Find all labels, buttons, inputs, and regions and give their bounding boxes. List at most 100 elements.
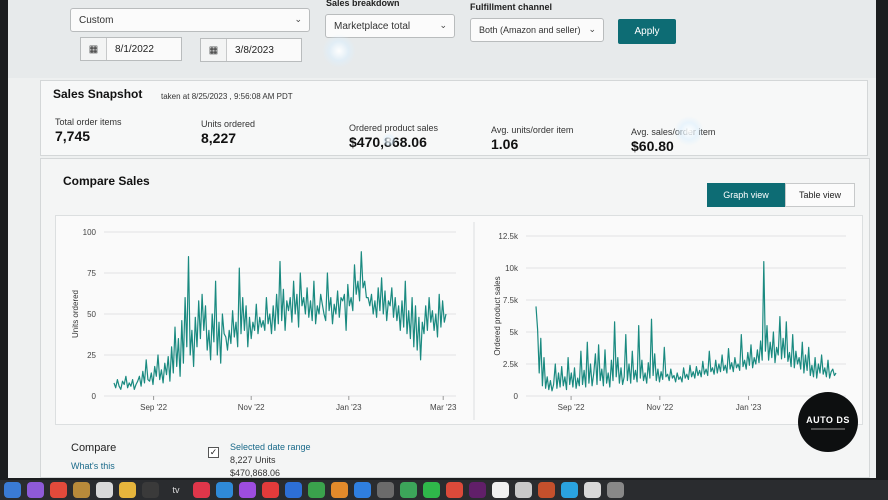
slack-icon[interactable]: [469, 482, 486, 498]
metric-label: Avg. sales/order item: [631, 127, 716, 137]
notes-icon[interactable]: [73, 482, 90, 498]
calendar-app-icon[interactable]: [50, 482, 67, 498]
notion-icon[interactable]: [492, 482, 509, 498]
date-preset-select[interactable]: Custom ⌄: [70, 8, 310, 32]
x-tick-label: Jan '23: [336, 403, 362, 412]
y-tick-label: 7.5k: [503, 296, 519, 305]
metric-avg-sales-per-order-item: Avg. sales/order item $60.80: [631, 127, 715, 154]
fulfillment-channel-select[interactable]: Both (Amazon and seller) ⌄: [470, 18, 604, 42]
selected-range-sales: $470,868.06: [230, 468, 281, 478]
snapshot-timestamp: taken at 8/25/2023 , 9:56:08 AM PDT: [161, 92, 293, 101]
y-tick-label: 50: [87, 310, 96, 319]
app-icon[interactable]: [538, 482, 555, 498]
sales-breakdown-label: Sales breakdown: [326, 0, 400, 8]
whats-this-link[interactable]: What's this: [71, 461, 115, 471]
launchpad-icon[interactable]: [27, 482, 44, 498]
screen: Custom ⌄ Sales breakdown Marketplace tot…: [8, 0, 876, 478]
apply-button[interactable]: Apply: [618, 19, 676, 44]
y-tick-label: 12.5k: [498, 232, 519, 241]
auto-ds-logo: AUTO DS: [798, 392, 858, 452]
compare-sales-title: Compare Sales: [63, 174, 150, 188]
start-date-field[interactable]: ▦ 8/1/2022: [80, 37, 182, 61]
end-date-value: 3/8/2023: [235, 45, 274, 56]
metric-label: Avg. units/order item: [491, 125, 574, 135]
y-tick-label: 10k: [505, 264, 519, 273]
fulfillment-channel-value: Both (Amazon and seller): [479, 25, 581, 35]
table-view-button[interactable]: Table view: [785, 183, 855, 207]
logo-underline: [811, 427, 845, 430]
calendar-icon[interactable]: ▦: [201, 39, 227, 61]
charts-container: 0 25 50 75 100 Units ordered Sep '22 Nov '22 Jan…: [55, 215, 863, 425]
y-tick-label: 2.5k: [503, 360, 519, 369]
x-tick-label: Mar '23: [430, 403, 457, 412]
screen-glare: [322, 34, 356, 68]
metric-label: Units ordered: [201, 119, 256, 129]
mac-dock: tv: [0, 480, 888, 500]
metric-total-order-items: Total order items 7,745: [55, 117, 122, 144]
reminders-icon[interactable]: [96, 482, 113, 498]
graph-view-button[interactable]: Graph view: [707, 183, 785, 207]
metric-units-ordered: Units ordered 8,227: [201, 119, 255, 146]
screen-glare: [382, 133, 396, 147]
metric-value: $60.80: [631, 138, 674, 154]
sales-snapshot-panel: Sales Snapshot taken at 8/25/2023 , 9:56…: [40, 80, 868, 156]
end-date-field[interactable]: ▦ 3/8/2023: [200, 38, 302, 62]
x-tick-label: Jan '23: [736, 403, 762, 412]
pages-icon[interactable]: [331, 482, 348, 498]
start-date-value: 8/1/2022: [115, 44, 154, 55]
x-tick-label: Nov '22: [238, 403, 265, 412]
system-settings-icon[interactable]: [377, 482, 394, 498]
y-tick-label: 75: [87, 269, 96, 278]
x-tick-label: Sep '22: [140, 403, 167, 412]
x-tick-label: Nov '22: [646, 403, 673, 412]
calendar-icon[interactable]: ▦: [81, 38, 107, 60]
podcasts-icon[interactable]: [239, 482, 256, 498]
selected-range-label: Selected date range: [230, 442, 311, 452]
metric-label: Total order items: [55, 117, 122, 127]
whatsapp-icon[interactable]: [423, 482, 440, 498]
music-icon[interactable]: [193, 482, 210, 498]
stickies-icon[interactable]: [119, 482, 136, 498]
apple-tv-icon[interactable]: tv: [172, 485, 180, 495]
y-tick-label: 100: [83, 228, 97, 237]
y-tick-label: 5k: [510, 328, 519, 337]
metric-value: 1.06: [491, 136, 519, 152]
sales-breakdown-select[interactable]: Marketplace total ⌄: [325, 14, 455, 38]
selected-range-units: 8,227 Units: [230, 455, 276, 465]
metric-label: Ordered product sales: [349, 123, 439, 133]
keynote-icon[interactable]: [285, 482, 302, 498]
chevron-down-icon: ⌄: [294, 14, 302, 24]
selected-range-checkbox[interactable]: ✓: [208, 447, 219, 458]
screen-glare: [674, 116, 704, 146]
metric-avg-units-per-order-item: Avg. units/order item 1.06: [491, 125, 573, 152]
app-icon[interactable]: [142, 482, 159, 498]
date-preset-value: Custom: [79, 15, 114, 26]
x-tick-label: Sep '22: [558, 403, 585, 412]
app-icon[interactable]: [400, 482, 417, 498]
filter-bar: Custom ⌄ Sales breakdown Marketplace tot…: [8, 0, 876, 78]
finder-icon[interactable]: [4, 482, 21, 498]
series-line: [535, 260, 837, 392]
app-icon[interactable]: [216, 482, 233, 498]
chrome-icon[interactable]: [446, 482, 463, 498]
y-tick-label: 0: [92, 392, 97, 401]
sales-breakdown-value: Marketplace total: [334, 21, 411, 32]
y-tick-label: 25: [87, 351, 96, 360]
app-store-icon[interactable]: [354, 482, 371, 498]
compare-sales-panel: Compare Sales Graph view Table view 0 25 5…: [40, 158, 870, 478]
sales-snapshot-title: Sales Snapshot: [53, 87, 143, 101]
series-line: [113, 251, 447, 390]
news-icon[interactable]: [262, 482, 279, 498]
app-icon[interactable]: [515, 482, 532, 498]
numbers-icon[interactable]: [308, 482, 325, 498]
trash-icon[interactable]: [607, 482, 624, 498]
y-tick-label: 0: [514, 392, 519, 401]
y-axis-label: Units ordered: [71, 290, 80, 338]
app-icon[interactable]: [584, 482, 601, 498]
telegram-icon[interactable]: [561, 482, 578, 498]
sales-charts: 0 25 50 75 100 Units ordered Sep '22 Nov '22 Jan…: [71, 222, 846, 420]
chevron-down-icon: ⌄: [588, 24, 596, 34]
metric-value: 8,227: [201, 130, 237, 146]
compare-label: Compare: [71, 442, 117, 454]
chevron-down-icon: ⌄: [439, 20, 447, 30]
